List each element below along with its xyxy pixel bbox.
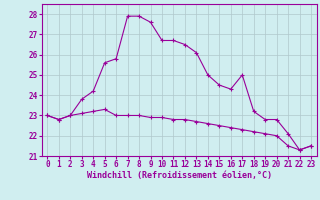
X-axis label: Windchill (Refroidissement éolien,°C): Windchill (Refroidissement éolien,°C) (87, 171, 272, 180)
